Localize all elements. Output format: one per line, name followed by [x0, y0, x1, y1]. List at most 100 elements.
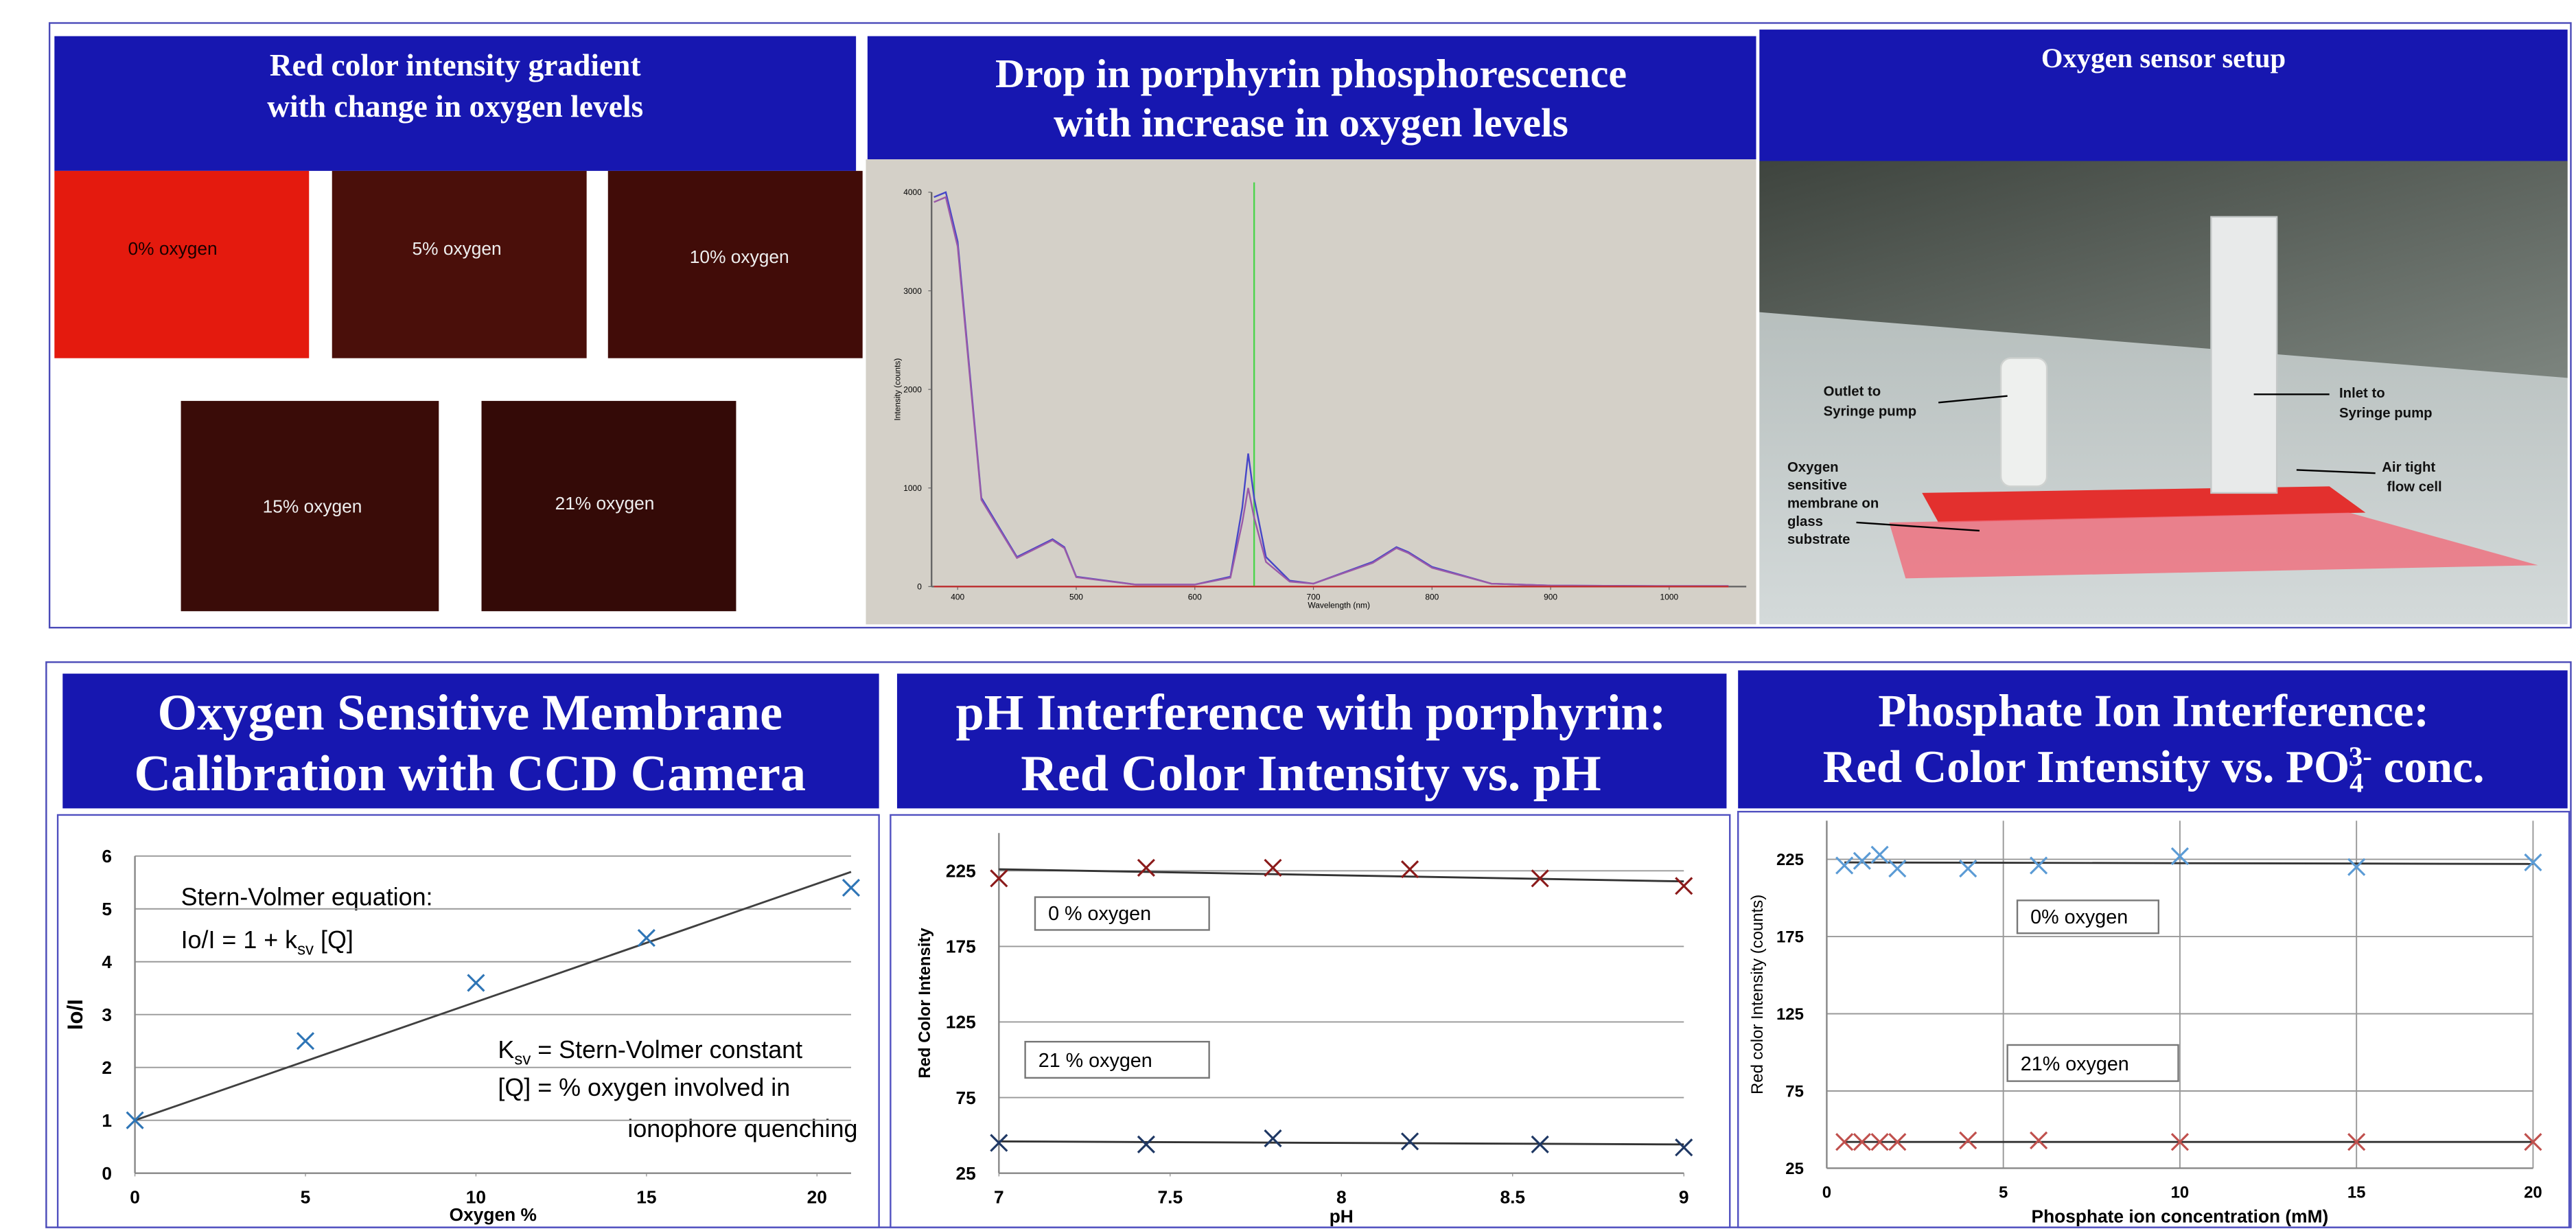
annotation: ionophore quenching	[627, 1115, 857, 1142]
y-tick-label: 75	[1785, 1082, 1804, 1101]
chart-title: Calibration with CCD Camera	[134, 746, 806, 802]
photo-label: Air tight	[2382, 460, 2435, 475]
photo	[2001, 358, 2047, 487]
page: Red color intensity gradient with change…	[0, 0, 2576, 1229]
x-tick-label: 800	[1425, 592, 1439, 601]
y-tick-label: 125	[1776, 1005, 1804, 1024]
chart-title: Phosphate Ion Interference:	[1878, 686, 2429, 737]
x-axis-label: Wavelength (nm)	[1308, 600, 1370, 610]
y-tick-label: 175	[1776, 928, 1804, 946]
chart-box	[890, 815, 1730, 1228]
photo-label: glass	[1787, 514, 1823, 529]
title-superscript: 3-	[2349, 741, 2372, 772]
y-tick-label: 4000	[903, 187, 922, 197]
photo-label: Syringe pump	[1824, 404, 1917, 419]
series-label: 0% oxygen	[2030, 906, 2128, 928]
x-tick-label: 400	[951, 592, 964, 601]
photo-label: 21% oxygen	[555, 493, 655, 514]
y-axis-label: Red Color Intensity	[916, 928, 934, 1079]
chart-title: Oxygen Sensitive Membrane	[157, 685, 782, 742]
y-tick-label: 175	[946, 937, 976, 957]
annotation-subscript: sv	[297, 940, 314, 958]
x-axis-label: Oxygen %	[450, 1204, 537, 1225]
chart-title: pH Interference with porphyrin:	[956, 685, 1667, 742]
x-tick-label: 10	[2171, 1184, 2190, 1202]
plot-background	[866, 159, 1756, 624]
photo	[2211, 217, 2277, 493]
x-tick-label: 8	[1336, 1187, 1347, 1208]
panel-title: with change in oxygen levels	[267, 89, 643, 124]
title-part: conc.	[2372, 742, 2485, 792]
x-tick-label: 500	[1069, 592, 1083, 601]
y-tick-label: 4	[102, 952, 112, 972]
annotation: Stern-Volmer equation:	[181, 884, 433, 911]
photo-label: 0% oxygen	[128, 238, 218, 259]
photo-label: Oxygen	[1787, 460, 1839, 475]
panel-title: Oxygen sensor setup	[2041, 43, 2286, 73]
x-tick-label: 20	[2524, 1184, 2542, 1202]
y-tick-label: 225	[946, 861, 976, 882]
photo-label: Outlet to	[1824, 384, 1881, 400]
panel-title: Drop in porphyrin phosphorescence	[995, 51, 1627, 96]
annotation-part: Io/I = 1 + k	[181, 926, 298, 954]
x-tick-label: 900	[1544, 592, 1557, 601]
title-part: Red Color Intensity vs. PO	[1823, 742, 2349, 792]
y-tick-label: 1	[102, 1110, 112, 1131]
chart-title: Red Color Intensity vs. pH	[1021, 746, 1601, 802]
x-tick-label: 1000	[1660, 592, 1679, 601]
x-axis-label: pH	[1330, 1206, 1354, 1226]
x-tick-label: 15	[636, 1187, 656, 1208]
chart-box	[58, 815, 879, 1228]
x-tick-label: 0	[130, 1187, 140, 1208]
y-axis-label: Red color Intensity (counts)	[1748, 895, 1767, 1094]
y-tick-label: 3000	[903, 286, 922, 296]
photo-label: Syringe pump	[2339, 406, 2433, 421]
y-tick-label: 125	[946, 1012, 976, 1033]
y-tick-label: 5	[102, 899, 112, 919]
annotation-part: [Q]	[314, 926, 353, 954]
y-axis-label: Intensity (counts)	[893, 358, 903, 421]
x-tick-label: 7.5	[1158, 1187, 1183, 1208]
panel-title: Red color intensity gradient	[270, 47, 641, 82]
x-tick-label: 600	[1188, 592, 1202, 601]
photo-label: substrate	[1787, 532, 1850, 547]
annotation: [Q] = % oxygen involved in	[498, 1074, 790, 1101]
x-tick-label: 8.5	[1500, 1187, 1525, 1208]
annotation-part: K	[498, 1036, 514, 1064]
x-axis-label: Phosphate ion concentration (mM)	[2032, 1206, 2329, 1226]
photo-label: flow cell	[2387, 480, 2441, 495]
y-tick-label: 3	[102, 1004, 112, 1025]
series-label: 0 % oxygen	[1048, 903, 1151, 925]
annotation-subscript: sv	[514, 1050, 531, 1069]
series-label: 21% oxygen	[2021, 1053, 2129, 1075]
y-tick-label: 25	[956, 1163, 976, 1184]
annotation-part: = Stern-Volmer constant	[531, 1036, 802, 1064]
x-tick-label: 9	[1679, 1187, 1689, 1208]
y-tick-label: 225	[1776, 851, 1804, 869]
y-tick-label: 0	[917, 582, 922, 592]
x-tick-label: 20	[807, 1187, 827, 1208]
photo	[54, 171, 309, 358]
x-tick-label: 7	[994, 1187, 1004, 1208]
y-tick-label: 6	[102, 846, 112, 866]
y-tick-label: 2	[102, 1057, 112, 1078]
poster: Red color intensity gradient with change…	[0, 0, 2576, 1229]
y-tick-label: 0	[102, 1163, 112, 1184]
photo-label: membrane on	[1787, 496, 1879, 511]
y-tick-label: 1000	[903, 483, 922, 493]
series-label: 21 % oxygen	[1038, 1050, 1152, 1072]
x-tick-label: 5	[301, 1187, 311, 1208]
y-tick-label: 75	[956, 1088, 976, 1108]
y-tick-label: 25	[1785, 1160, 1804, 1178]
panel-title: with increase in oxygen levels	[1054, 100, 1568, 146]
photo-label: 5% oxygen	[413, 238, 502, 259]
chart-box	[1738, 812, 2569, 1227]
photo-label: Inlet to	[2339, 386, 2385, 401]
x-tick-label: 0	[1822, 1184, 1831, 1202]
photo-label: sensitive	[1787, 478, 1847, 493]
chart-title: Red Color Intensity vs. PO43- conc.	[1823, 741, 2485, 798]
y-axis-label: Io/I	[63, 999, 87, 1030]
y-tick-label: 2000	[903, 384, 922, 394]
x-tick-label: 15	[2347, 1184, 2366, 1202]
photo-label: 15% oxygen	[263, 496, 362, 517]
